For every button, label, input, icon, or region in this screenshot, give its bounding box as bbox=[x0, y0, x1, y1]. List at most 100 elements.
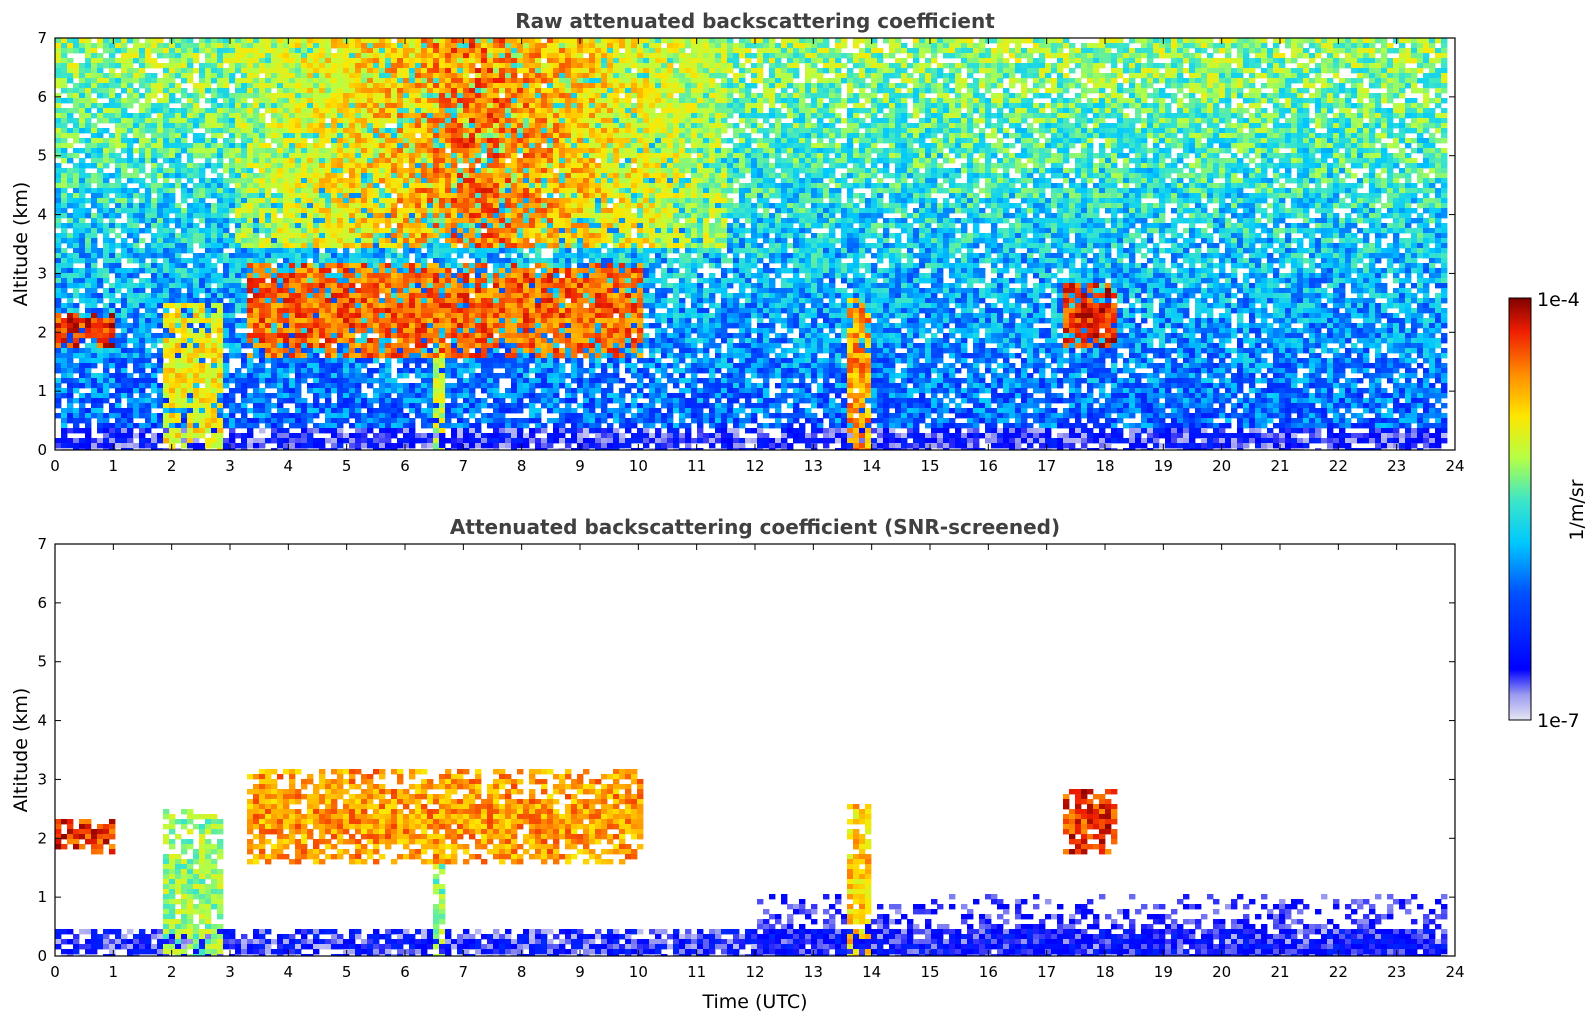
heatmap-cell bbox=[55, 263, 62, 269]
heatmap-cell bbox=[121, 58, 128, 64]
heatmap-cell bbox=[301, 148, 308, 154]
heatmap-cell bbox=[241, 403, 248, 409]
heatmap-cell bbox=[397, 163, 404, 169]
heatmap-cell bbox=[403, 388, 410, 394]
heatmap-cell bbox=[367, 53, 374, 59]
heatmap-cell bbox=[163, 273, 170, 279]
heatmap-cell bbox=[187, 283, 194, 289]
heatmap-cell bbox=[235, 333, 242, 339]
heatmap-cell bbox=[67, 73, 74, 79]
heatmap-cell bbox=[385, 173, 392, 179]
heatmap-cell bbox=[127, 278, 134, 284]
heatmap-cell bbox=[229, 218, 236, 224]
heatmap-cell bbox=[163, 168, 170, 174]
heatmap-cell bbox=[391, 178, 398, 184]
heatmap-cell bbox=[73, 368, 80, 374]
heatmap-cell bbox=[343, 188, 350, 194]
heatmap-cell bbox=[343, 128, 350, 134]
heatmap-cell bbox=[79, 168, 86, 174]
heatmap-cell bbox=[331, 283, 338, 289]
heatmap-cell bbox=[85, 113, 92, 119]
heatmap-cell bbox=[247, 158, 254, 164]
heatmap-cell bbox=[409, 38, 416, 44]
heatmap-cell bbox=[415, 168, 422, 174]
heatmap-cell bbox=[163, 128, 170, 134]
heatmap-cell bbox=[67, 328, 74, 334]
heatmap-cell bbox=[85, 213, 92, 219]
heatmap-cell bbox=[211, 393, 218, 399]
heatmap-cell bbox=[151, 403, 158, 409]
heatmap-cell bbox=[331, 68, 338, 74]
heatmap-cell bbox=[319, 68, 326, 74]
heatmap-cell bbox=[451, 68, 458, 74]
heatmap-cell bbox=[313, 388, 320, 394]
heatmap-cell bbox=[109, 143, 116, 149]
heatmap-cell bbox=[199, 448, 206, 450]
heatmap-cell bbox=[421, 303, 428, 309]
heatmap-cell bbox=[73, 378, 80, 384]
heatmap-cell bbox=[85, 148, 92, 154]
heatmap-cell bbox=[421, 98, 428, 104]
heatmap-cell bbox=[307, 298, 314, 304]
heatmap-cell bbox=[127, 143, 134, 149]
heatmap-cell bbox=[415, 143, 422, 149]
heatmap-cell bbox=[67, 383, 74, 389]
heatmap-cell bbox=[319, 243, 326, 249]
heatmap-cell bbox=[85, 208, 92, 214]
heatmap-cell bbox=[397, 168, 404, 174]
heatmap-cell bbox=[133, 358, 140, 364]
heatmap-cell bbox=[121, 438, 128, 444]
heatmap-cell bbox=[241, 333, 248, 339]
heatmap-cell bbox=[109, 383, 116, 389]
heatmap-cell bbox=[277, 223, 284, 229]
heatmap-cell bbox=[235, 423, 242, 429]
heatmap-cell bbox=[223, 78, 230, 84]
heatmap-cell bbox=[427, 118, 434, 124]
heatmap-cell bbox=[283, 303, 290, 309]
heatmap-cell bbox=[433, 303, 440, 309]
heatmap-cell bbox=[133, 193, 140, 199]
heatmap-cell bbox=[181, 388, 188, 394]
heatmap-cell bbox=[397, 153, 404, 159]
heatmap-cell bbox=[133, 383, 140, 389]
heatmap-cell bbox=[109, 63, 116, 69]
heatmap-cell bbox=[193, 263, 200, 269]
heatmap-cell bbox=[295, 373, 302, 379]
heatmap-cell bbox=[337, 178, 344, 184]
heatmap-cell bbox=[397, 198, 404, 204]
heatmap-cell bbox=[241, 138, 248, 144]
heatmap-cell bbox=[349, 403, 356, 409]
heatmap-cell bbox=[169, 73, 176, 79]
heatmap-cell bbox=[433, 258, 440, 264]
heatmap-cell bbox=[205, 393, 212, 399]
heatmap-cell bbox=[349, 163, 356, 169]
heatmap-cell bbox=[181, 58, 188, 64]
heatmap-cell bbox=[343, 48, 350, 54]
heatmap-cell bbox=[55, 403, 62, 409]
heatmap-cell bbox=[259, 443, 266, 449]
heatmap-cell bbox=[289, 258, 296, 264]
heatmap-cell bbox=[157, 118, 164, 124]
heatmap-cell bbox=[373, 353, 380, 359]
heatmap-cell bbox=[397, 113, 404, 119]
heatmap-cell bbox=[169, 113, 176, 119]
heatmap-cell bbox=[145, 78, 152, 84]
heatmap-cell bbox=[79, 328, 86, 334]
heatmap-cell bbox=[241, 418, 248, 424]
heatmap-cell bbox=[367, 428, 374, 434]
heatmap-cell bbox=[151, 418, 158, 424]
heatmap-cell bbox=[217, 143, 224, 149]
heatmap-cell bbox=[367, 298, 374, 304]
heatmap-cell bbox=[307, 38, 314, 44]
heatmap-cell bbox=[55, 83, 62, 89]
heatmap-cell bbox=[319, 163, 326, 169]
heatmap-cell bbox=[61, 308, 68, 314]
heatmap-cell bbox=[349, 368, 356, 374]
heatmap-cell bbox=[259, 318, 266, 324]
heatmap-cell bbox=[397, 438, 404, 444]
heatmap-cell bbox=[361, 343, 368, 349]
heatmap-cell bbox=[439, 308, 446, 314]
heatmap-cell bbox=[343, 143, 350, 149]
heatmap-cell bbox=[355, 293, 362, 299]
heatmap-cell bbox=[433, 123, 440, 129]
